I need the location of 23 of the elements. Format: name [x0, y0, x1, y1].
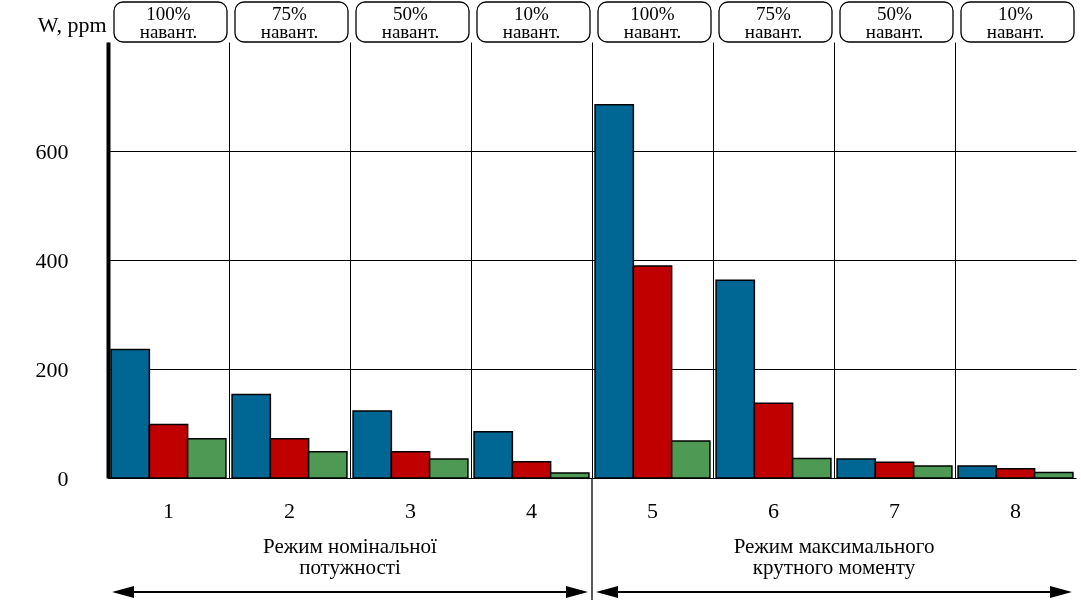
x-tick-label: 3 — [405, 497, 416, 523]
text: 10% навант. — [986, 3, 1045, 42]
x-tick-label: 1 — [163, 497, 174, 523]
x-tick-label: 7 — [889, 497, 900, 523]
text: 50% навант. — [865, 3, 924, 42]
x-tick-label: 6 — [768, 497, 779, 523]
x-tick-label: 4 — [526, 497, 537, 523]
text: 100% навант. — [623, 3, 682, 42]
text: 75% навант. — [744, 3, 803, 42]
x-tick-label: 5 — [647, 497, 658, 523]
text: 50% навант. — [381, 3, 440, 42]
y-axis-title: W, ppm — [37, 11, 107, 37]
y-tick-label: 400 — [35, 247, 69, 273]
text: Режим номінальної потужності — [263, 534, 438, 579]
y-tick-label: 0 — [57, 465, 69, 491]
y-tick-label: 600 — [35, 138, 69, 164]
text: 10% навант. — [502, 3, 561, 42]
text: 75% навант. — [260, 3, 319, 42]
text: 100% навант. — [139, 3, 198, 42]
x-tick-label: 8 — [1010, 497, 1021, 523]
x-tick-label: 2 — [284, 497, 295, 523]
y-tick-label: 200 — [35, 356, 69, 382]
text: Режим максимального крутного моменту — [733, 534, 935, 579]
